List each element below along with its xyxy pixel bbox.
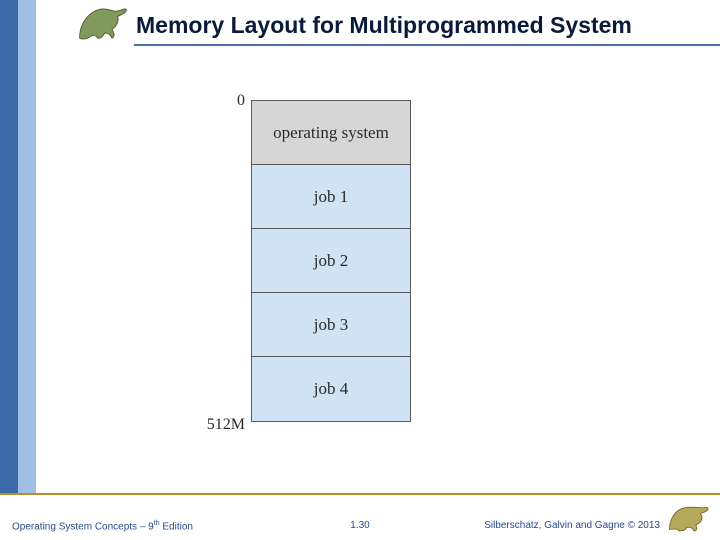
footer: Operating System Concepts – 9th Edition …: [0, 500, 720, 540]
slide: Memory Layout for Multiprogrammed System…: [0, 0, 720, 540]
dinosaur-icon: [664, 500, 712, 534]
address-top-label: 0: [195, 92, 245, 110]
memory-cell-3: job 3: [252, 293, 410, 357]
dinosaur-icon: [76, 2, 130, 42]
footer-right-text: Silberschatz, Galvin and Gagne © 2013: [484, 520, 660, 531]
left-rail-dark: [0, 0, 18, 495]
memory-cell-2: job 2: [252, 229, 410, 293]
memory-column: operating systemjob 1job 2job 3job 4: [251, 100, 411, 422]
memory-cell-4: job 4: [252, 357, 410, 421]
address-bottom-label: 512M: [195, 416, 245, 434]
memory-cell-0: operating system: [252, 101, 410, 165]
memory-cell-1: job 1: [252, 165, 410, 229]
title-area: Memory Layout for Multiprogrammed System: [36, 0, 720, 54]
footer-rule: [0, 493, 720, 495]
title-underline: [134, 44, 720, 46]
left-rail-light: [18, 0, 36, 495]
memory-diagram: 0 operating systemjob 1job 2job 3job 4 5…: [195, 86, 435, 466]
slide-title: Memory Layout for Multiprogrammed System: [136, 12, 720, 39]
